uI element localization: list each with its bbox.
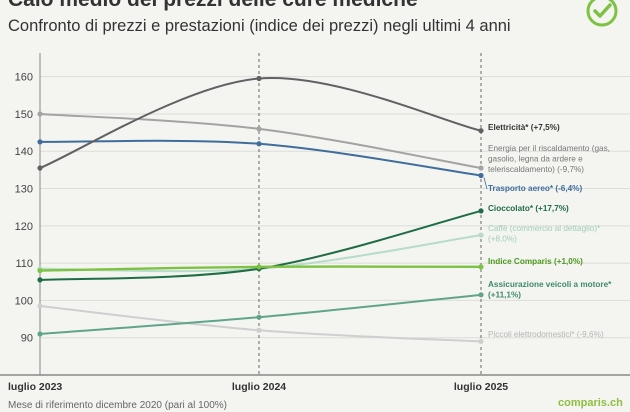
series-label: Trasporto aereo* (-6,4%) <box>488 184 582 193</box>
x-axis: luglio 2023 luglio 2024 luglio 2025 <box>8 381 508 393</box>
series-label: Assicurazione veicoli a motore* (+11,1%) <box>488 280 612 300</box>
x-tick-label: luglio 2023 <box>8 381 62 393</box>
series-label: Energia per il riscaldamento (gas, gasoli… <box>488 144 610 174</box>
data-point <box>256 75 262 82</box>
data-point <box>256 264 262 270</box>
y-tick-label: 90 <box>21 333 33 345</box>
data-point <box>478 172 484 179</box>
data-point <box>478 264 484 270</box>
check-circle-icon <box>586 0 618 27</box>
x-tick-label: luglio 2025 <box>454 381 508 393</box>
series-label: Caffè (commercio al dettaglio)* (+8,0%) <box>488 224 601 244</box>
reference-note: Mese di riferimento dicembre 2020 (pari … <box>8 400 227 411</box>
y-tick-label: 140 <box>15 146 33 158</box>
data-point <box>478 165 484 171</box>
data-point <box>37 331 43 337</box>
data-point <box>37 111 43 117</box>
data-point <box>478 338 484 345</box>
grid-layer <box>0 53 630 376</box>
data-point <box>37 139 43 145</box>
data-point <box>478 208 484 214</box>
y-tick-label: 110 <box>15 258 33 270</box>
data-point <box>37 303 43 309</box>
data-point <box>478 232 484 238</box>
y-tick-label: 100 <box>15 295 33 307</box>
y-tick-label: 150 <box>15 109 33 121</box>
data-point <box>256 141 262 147</box>
series-line <box>39 139 482 177</box>
chart-title: Calo medio dei prezzi delle cure mediche <box>8 0 418 12</box>
y-axis: 90 100 110 120 130 140 150 160 <box>15 72 33 345</box>
brand-logo-text: comparis.ch <box>558 397 623 409</box>
data-point <box>37 267 43 274</box>
series-label-layer: Elettricità* (+7,5%) Energia per il risca… <box>483 123 612 339</box>
series-label: Elettricità* (+7,5%) <box>488 123 560 132</box>
series-label: Cioccolato* (+17,7%) <box>488 204 569 213</box>
series-layer <box>37 75 484 345</box>
data-point <box>478 292 484 298</box>
series-label: Indice Comparis (+1,0%) <box>488 257 583 266</box>
data-point <box>256 327 262 333</box>
series-line <box>39 305 482 343</box>
data-point <box>37 165 43 171</box>
x-tick-label: luglio 2024 <box>232 381 286 393</box>
y-tick-label: 160 <box>15 72 33 84</box>
series-label: Piccoli elettrodomestici* (-9,6%) <box>488 330 604 339</box>
data-point <box>256 126 262 132</box>
data-point <box>478 128 484 134</box>
data-point <box>37 277 43 283</box>
label-connector <box>483 177 488 190</box>
y-tick-label: 120 <box>15 221 33 233</box>
data-point <box>256 314 262 320</box>
chart-subtitle: Confronto di prezzi e prestazioni (indic… <box>8 17 511 35</box>
y-tick-label: 130 <box>15 184 33 196</box>
